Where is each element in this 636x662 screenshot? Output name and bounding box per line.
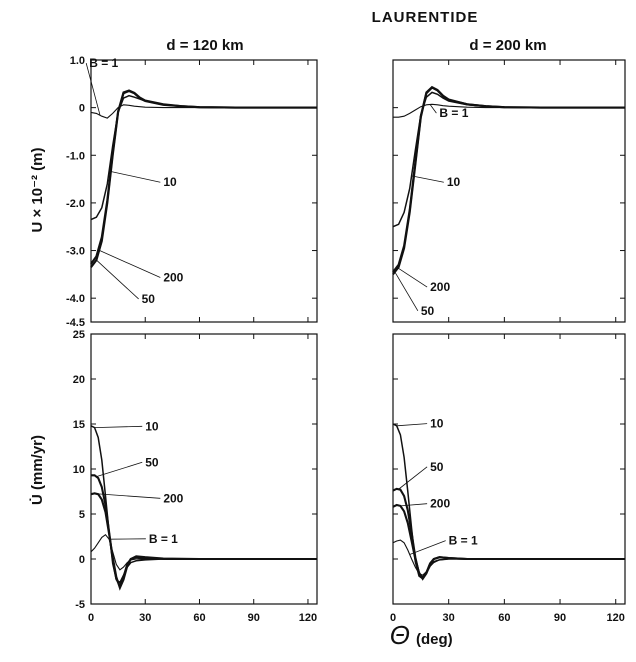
x-tick-label: 120: [299, 612, 317, 624]
x-tick-label: 60: [193, 612, 205, 624]
series-line-B1: [392, 539, 625, 576]
y-tick-label: -4.5: [66, 317, 85, 329]
series-label-leader: [96, 493, 161, 499]
plot-frame: [392, 59, 626, 323]
y-tick-label: 25: [73, 329, 85, 341]
series-line-B1: [90, 533, 317, 571]
plot-frame: [392, 333, 626, 605]
y-tick-label: 15: [73, 419, 85, 431]
plot-frame: [90, 59, 318, 323]
series-label-leader: [96, 461, 143, 478]
y-tick-label: 20: [73, 374, 85, 386]
series-line-50: [392, 86, 625, 276]
series-line-10: [90, 94, 317, 221]
series-label: 50: [142, 292, 156, 306]
series-label-leader: [394, 271, 419, 312]
x-tick-label: 30: [443, 612, 455, 624]
x-tick-label: 90: [248, 612, 260, 624]
series-label: 200: [430, 280, 450, 294]
column-title-right: d = 200 km: [469, 37, 546, 54]
series-label-leader: [94, 425, 143, 428]
plot-frame: [90, 333, 318, 605]
series-line-200: [90, 492, 317, 591]
series-label: 200: [430, 497, 450, 511]
y-axis-label-top: U × 10⁻² (m): [29, 147, 46, 232]
series-label: 200: [163, 491, 183, 505]
y-tick-label: -4.0: [66, 293, 85, 305]
series-label-leader: [396, 266, 428, 288]
series-label-leader: [85, 63, 101, 116]
series-line-50: [91, 474, 317, 589]
x-tick-label: 0: [390, 612, 396, 624]
y-tick-label: -2.0: [66, 198, 85, 210]
series-line-10: [392, 423, 625, 580]
x-tick-label: 60: [498, 612, 510, 624]
y-tick-label: -1.0: [66, 150, 85, 162]
series-label-leader: [396, 423, 428, 427]
series-label-leader: [398, 466, 428, 490]
y-tick-label: 5: [79, 509, 85, 521]
series-label: 200: [163, 271, 183, 285]
x-tick-label: 90: [554, 612, 566, 624]
series-label: 50: [421, 304, 435, 318]
series-line-50: [90, 89, 317, 268]
series-label: 10: [447, 175, 461, 189]
series-label: B = 1: [439, 106, 468, 120]
y-axis-label-bottom: U̇ (mm/yr): [29, 435, 46, 505]
x-tick-label: 120: [607, 612, 625, 624]
series-label: B = 1: [449, 534, 478, 548]
series-label: B = 1: [89, 56, 118, 70]
y-tick-label: -3.0: [66, 246, 85, 258]
x-tick-label: 0: [88, 612, 94, 624]
series-label: 10: [145, 419, 159, 433]
y-tick-label: 0: [79, 103, 85, 115]
series-label: 50: [145, 455, 159, 469]
series-line-200: [392, 85, 625, 273]
y-tick-label: 0: [79, 554, 85, 566]
series-label: B = 1: [149, 532, 178, 546]
y-tick-label: -5: [75, 599, 85, 611]
series-line-200: [392, 503, 625, 581]
series-line-10: [392, 91, 625, 228]
y-tick-label: 1.0: [70, 55, 85, 67]
series-label: 50: [430, 460, 444, 474]
chart-panel-top-left: 1.0 0 -1.0 -2.0 -3.0 -4.0 -4.5 B = 1 10 50 200: [66, 55, 318, 329]
series-label-leader: [409, 540, 446, 555]
column-title-left: d = 120 km: [166, 37, 243, 54]
x-axis-label-unit: (deg): [416, 631, 453, 648]
chart-panel-top-right: B = 1 10 50 200: [392, 59, 626, 323]
series-label-leader: [400, 503, 428, 507]
series-label-leader: [411, 175, 444, 183]
x-tick-label: 30: [139, 612, 151, 624]
figure-title: LAURENTIDE: [372, 9, 479, 26]
series-label-leader: [98, 249, 161, 278]
chart-panel-bottom-right: 0 30 60 90 120 10 50 200 B = 1: [390, 333, 626, 624]
series-label-leader: [96, 259, 139, 300]
series-label: 10: [430, 417, 444, 431]
x-axis-label-symbol: Θ: [390, 620, 410, 650]
series-line-200: [90, 89, 317, 265]
series-label: 10: [163, 175, 177, 189]
series-line-50: [392, 487, 625, 580]
series-label-leader: [108, 170, 161, 183]
y-tick-label: 10: [73, 464, 85, 476]
series-label-leader: [429, 104, 437, 114]
